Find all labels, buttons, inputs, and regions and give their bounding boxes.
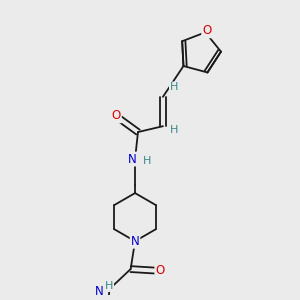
- Text: O: O: [202, 24, 212, 38]
- Text: N: N: [131, 235, 140, 248]
- Text: N: N: [95, 285, 103, 298]
- Text: O: O: [155, 264, 165, 277]
- Text: H: H: [105, 281, 113, 291]
- Text: O: O: [112, 110, 121, 122]
- Text: N: N: [128, 152, 137, 166]
- Text: H: H: [170, 82, 178, 92]
- Text: H: H: [143, 155, 152, 166]
- Text: H: H: [170, 125, 178, 135]
